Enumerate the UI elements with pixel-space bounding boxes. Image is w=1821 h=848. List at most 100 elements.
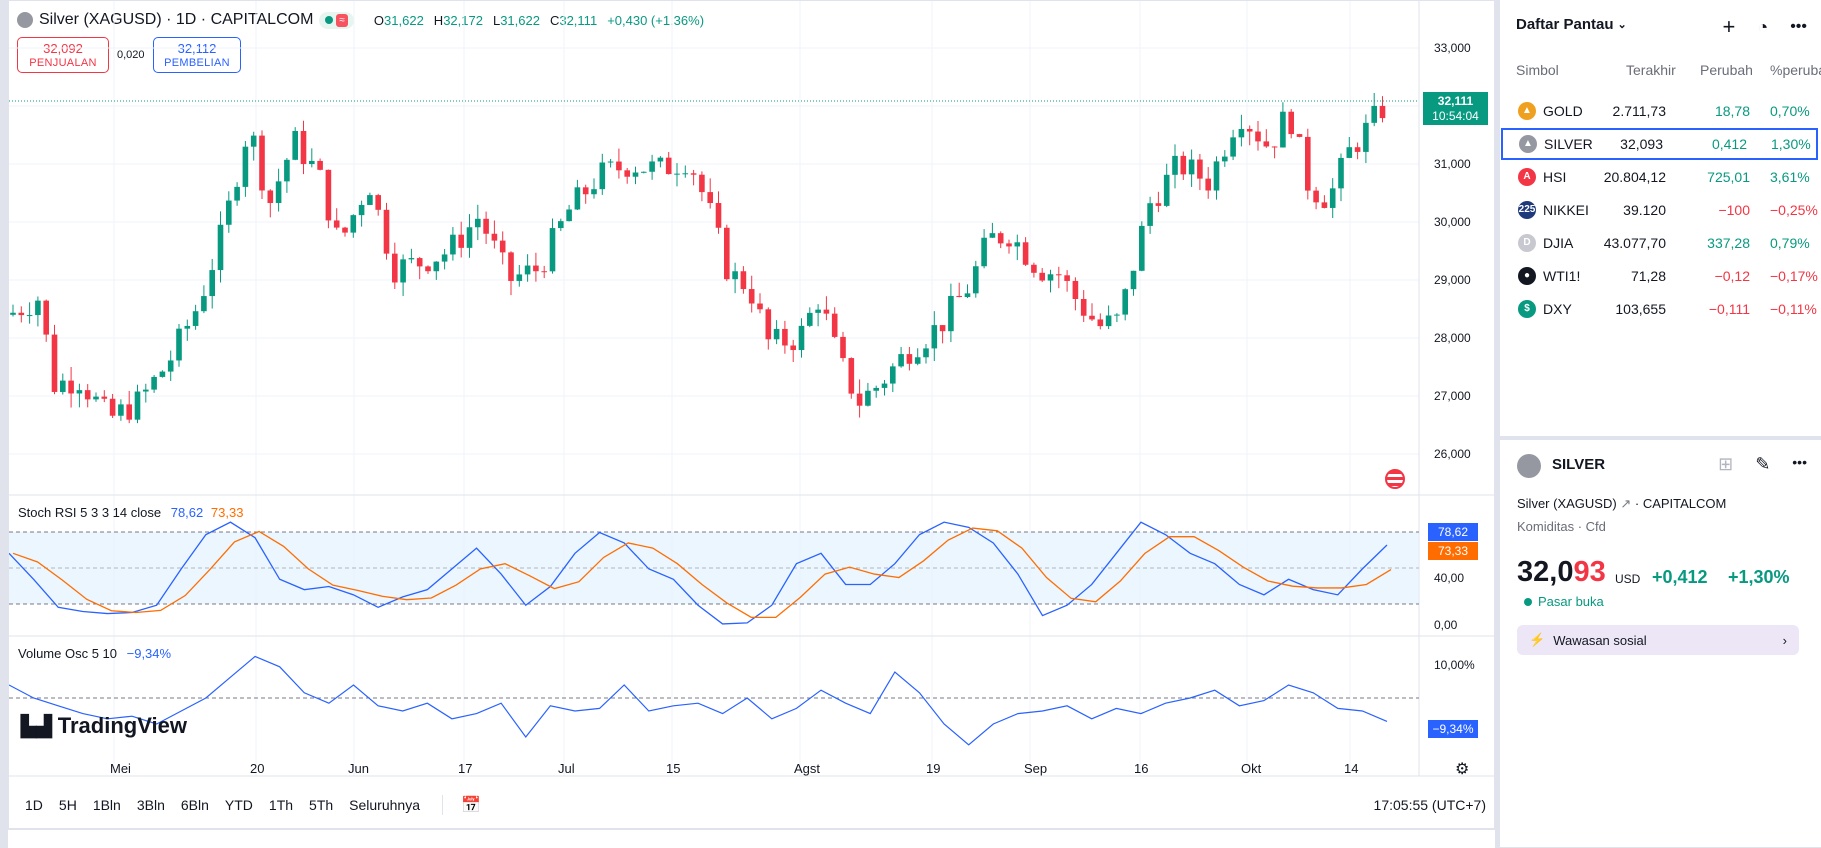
- pie-chart-icon[interactable]: ◔: [1757, 16, 1769, 37]
- bottom-panel-strip[interactable]: [8, 829, 1495, 848]
- settings-gear-icon[interactable]: ⚙: [1455, 761, 1470, 778]
- candle-body: [699, 174, 705, 193]
- edit-icon[interactable]: ✎: [1755, 454, 1771, 474]
- stoch-d-tag: 73,33: [1428, 542, 1478, 560]
- layout-icon[interactable]: ⊞: [1718, 454, 1734, 474]
- watchlist-row[interactable]: ▲ SILVER 32,093 0,412 1,30%: [1501, 128, 1818, 160]
- tf-6bln[interactable]: 6Bln: [180, 797, 209, 813]
- time-axis-label: 17: [458, 761, 473, 776]
- social-insights-button[interactable]: ⚡ Wawasan sosial ›: [1517, 625, 1799, 655]
- candle-body: [973, 266, 979, 294]
- tf-1d[interactable]: 1D: [25, 797, 43, 813]
- clock[interactable]: 17:05:55 (UTC+7): [1373, 797, 1486, 813]
- watchlist-row[interactable]: ● WTI1! 71,28 −0,12 −0,17%: [1500, 260, 1821, 292]
- candle-body: [1305, 136, 1311, 191]
- candle-body: [1263, 141, 1270, 147]
- candle-body: [914, 357, 921, 364]
- candle-body: [533, 265, 539, 272]
- candle-body: [242, 146, 249, 187]
- candle-body: [923, 348, 929, 358]
- watchlist-row[interactable]: A HSI 20.804,12 725,01 3,61%: [1500, 161, 1821, 193]
- watchlist-row[interactable]: 225 NIKKEI 39.120 −100 −0,25%: [1500, 194, 1821, 226]
- chart-header: Silver (XAGUSD) · 1D · CAPITALCOM ≈ O31,…: [17, 9, 704, 31]
- watchlist-change-pct: −0,25%: [1770, 202, 1818, 218]
- candle-body: [317, 160, 323, 170]
- tf-5h[interactable]: 5H: [58, 797, 77, 813]
- candle-body: [906, 354, 913, 364]
- candle-body: [1313, 190, 1319, 203]
- col-change[interactable]: Perubahan: [1700, 62, 1752, 78]
- candle-body: [441, 254, 448, 262]
- tf-1bln[interactable]: 1Bln: [92, 797, 121, 813]
- watchlist-last: 103,655: [1615, 301, 1666, 317]
- flag-icon[interactable]: [1385, 469, 1405, 489]
- tradingview-logo[interactable]: ▙▟ TradingView: [21, 713, 187, 738]
- candle-body: [558, 221, 564, 229]
- tf-1th[interactable]: 1Th: [268, 797, 294, 813]
- more-icon[interactable]: •••: [1792, 454, 1807, 470]
- volume-osc-label[interactable]: Volume Osc 5 10 −9,34%: [18, 646, 172, 661]
- candle-body: [541, 271, 547, 273]
- price-axis-label: 26,000: [1434, 447, 1471, 461]
- panel-divider[interactable]: [1500, 436, 1821, 440]
- stoch-k-tag: 78,62: [1428, 523, 1478, 541]
- details-subtitle: Silver (XAGUSD) ↗ · CAPITALCOM: [1517, 496, 1727, 511]
- price-axis-label: 27,000: [1434, 389, 1471, 403]
- watchlist-change-pct: 0,79%: [1770, 235, 1810, 251]
- watchlist-change-pct: 1,30%: [1771, 136, 1811, 152]
- candle-body: [51, 334, 58, 392]
- candle-body: [1163, 174, 1170, 206]
- candle-body: [1014, 242, 1021, 247]
- details-change: +0,412: [1652, 567, 1708, 587]
- candle-body: [392, 253, 398, 283]
- stoch-axis-label: 40,00: [1434, 571, 1465, 585]
- buy-button[interactable]: 32,112 PEMBELIAN: [153, 37, 241, 73]
- chart-panel[interactable]: Silver (XAGUSD) · 1D · CAPITALCOM ≈ O31,…: [8, 0, 1495, 829]
- candle-body: [1064, 275, 1070, 281]
- candle-body: [1147, 203, 1153, 226]
- candle-body: [1213, 161, 1220, 191]
- watchlist-title[interactable]: Daftar Pantau ⌄: [1516, 16, 1627, 33]
- more-icon[interactable]: •••: [1790, 18, 1807, 35]
- right-panel: Daftar Pantau ⌄ + ◔ ••• Simbol Terakhir …: [1500, 0, 1821, 847]
- candle-body: [582, 187, 589, 195]
- candle-body: [367, 195, 373, 205]
- candle-body: [748, 289, 755, 304]
- time-axis-label: Sep: [1024, 761, 1048, 776]
- tf-3bln[interactable]: 3Bln: [136, 797, 165, 813]
- watchlist-row[interactable]: $ DXY 103,655 −0,111 −0,11%: [1500, 293, 1821, 325]
- price-chart[interactable]: [9, 1, 1495, 829]
- candle-body: [466, 227, 473, 248]
- tf-5th[interactable]: 5Th: [309, 797, 334, 813]
- watchlist-change-pct: 0,70%: [1770, 103, 1810, 119]
- candle-body: [815, 309, 821, 313]
- tf-all[interactable]: Seluruhnya: [349, 797, 420, 813]
- external-link-icon[interactable]: ↗: [1620, 496, 1632, 511]
- candle-body: [491, 233, 498, 241]
- col-symbol[interactable]: Simbol: [1516, 62, 1559, 78]
- details-title[interactable]: SILVER: [1552, 456, 1606, 473]
- market-status-pill[interactable]: ≈: [319, 11, 354, 29]
- candle-body: [765, 309, 772, 340]
- candle-body: [856, 393, 863, 406]
- col-last[interactable]: Terakhir: [1626, 62, 1676, 78]
- candle-body: [1354, 147, 1361, 152]
- stoch-rsi-label[interactable]: Stoch RSI 5 3 3 14 close 78,62 73,33: [18, 505, 244, 520]
- add-symbol-icon[interactable]: +: [1722, 14, 1736, 39]
- watchlist-row[interactable]: D DJIA 43.077,70 337,28 0,79%: [1500, 227, 1821, 259]
- symbol-title[interactable]: Silver (XAGUSD) · 1D · CAPITALCOM: [39, 11, 314, 28]
- col-change-pct[interactable]: %perubahan: [1770, 62, 1821, 78]
- candle-body: [948, 295, 954, 332]
- candle-body: [93, 396, 99, 400]
- watchlist-symbol: HSI: [1543, 169, 1567, 185]
- candle-body: [599, 162, 606, 190]
- watchlist-row[interactable]: ▲ GOLD 2.711,73 18,78 0,70%: [1500, 95, 1821, 127]
- candle-body: [807, 312, 813, 326]
- candle-body: [964, 293, 971, 298]
- time-axis-label: Jun: [348, 761, 369, 776]
- tf-ytd[interactable]: YTD: [224, 797, 253, 813]
- candle-body: [790, 345, 796, 351]
- date-range-icon[interactable]: 📅: [441, 795, 489, 815]
- candle-body: [333, 220, 340, 228]
- candle-body: [358, 204, 365, 216]
